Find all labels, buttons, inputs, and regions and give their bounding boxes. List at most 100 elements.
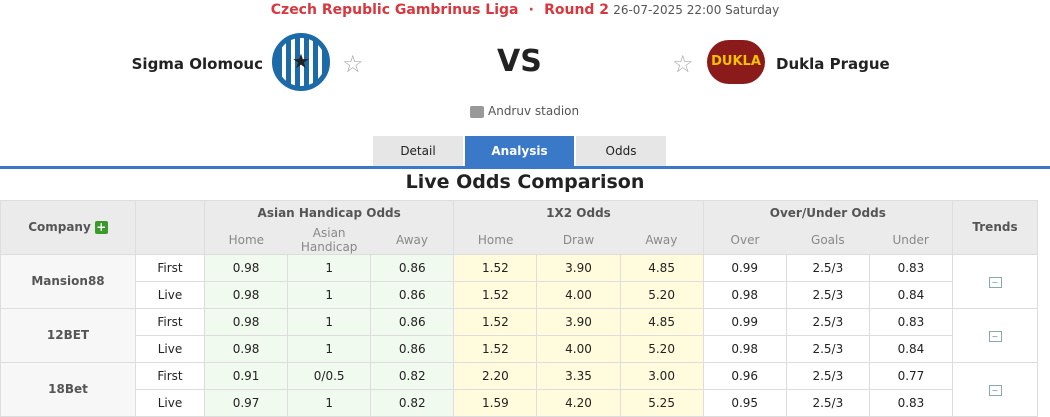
odds-value[interactable]: 0.99 [702, 307, 787, 336]
odds-value[interactable]: 1 [287, 388, 372, 417]
company-header: Company + [0, 200, 136, 255]
trend-chart-icon[interactable]: ~ [988, 331, 1002, 342]
vs-label: VS [497, 44, 542, 79]
tab-analysis[interactable]: Analysis [465, 136, 574, 166]
odds-type: Live [135, 334, 205, 363]
home-team-name[interactable]: Sigma Olomouc [131, 55, 263, 73]
tab-detail[interactable]: Detail [373, 136, 463, 166]
subheader: Under [869, 225, 953, 255]
odds-value[interactable]: 1.52 [453, 253, 538, 282]
odds-value[interactable]: 3.35 [536, 361, 621, 390]
odds-value[interactable]: 0.84 [868, 334, 954, 363]
odds-value[interactable]: 0.98 [702, 334, 787, 363]
odds-value[interactable]: 3.00 [619, 361, 704, 390]
odds-value[interactable]: 5.20 [619, 334, 704, 363]
odds-value[interactable]: 0.96 [702, 361, 787, 390]
trends-header: Trends [952, 200, 1038, 255]
odds-value[interactable]: 1.52 [453, 280, 538, 309]
subheader: Away [370, 225, 454, 255]
table-row: 12BET First 0.98 1 0.86 1.52 3.90 4.85 0.99 2.5/3… [0, 307, 1038, 363]
odds-value[interactable]: 1.52 [453, 307, 538, 336]
odds-value[interactable]: 0.98 [203, 280, 289, 309]
odds-value[interactable]: 3.90 [536, 253, 621, 282]
odds-value[interactable]: 4.85 [619, 307, 704, 336]
away-team-name[interactable]: Dukla Prague [776, 55, 890, 73]
odds-value[interactable]: 0.83 [868, 307, 954, 336]
away-team-logo[interactable]: DUKLA [707, 40, 765, 84]
odds-value[interactable]: 2.5/3 [785, 334, 870, 363]
add-company-plus-icon[interactable]: + [94, 220, 108, 235]
stadium: Andruv stadion [470, 104, 579, 118]
subheader: Draw [536, 225, 621, 255]
stadium-icon [470, 105, 484, 118]
tabs: Detail Analysis Odds [373, 136, 666, 166]
subheader: Home [203, 225, 288, 255]
company-name[interactable]: Mansion88 [0, 253, 136, 309]
odds-value[interactable]: 2.5/3 [785, 361, 870, 390]
odds-value[interactable]: 1 [287, 334, 372, 363]
odds-value[interactable]: 1.52 [453, 334, 538, 363]
odds-value[interactable]: 0.99 [702, 253, 787, 282]
odds-value[interactable]: 0.86 [370, 253, 455, 282]
tab-odds[interactable]: Odds [576, 136, 666, 166]
odds-value[interactable]: 5.25 [619, 388, 704, 417]
odds-value[interactable]: 0.98 [203, 334, 289, 363]
table-row: Live 0.98 1 0.86 1.52 4.00 5.20 0.98 2.5/3 0.84 [1, 280, 1038, 309]
company-name[interactable]: 18Bet [0, 361, 136, 417]
trends-cell: ~ [952, 361, 1038, 417]
odds-value[interactable]: 0.77 [868, 361, 954, 390]
stadium-name: Andruv stadion [488, 104, 580, 118]
odds-value[interactable]: 1.59 [453, 388, 538, 417]
odds-table: Company + Asian Handicap Odds 1X2 Odds Ov… [0, 200, 1038, 417]
odds-value[interactable]: 0.82 [370, 388, 455, 417]
ah-header: Asian Handicap Odds [203, 200, 455, 226]
trends-cell: ~ [952, 307, 1038, 363]
trends-cell: ~ [952, 253, 1038, 309]
odds-value[interactable]: 0.84 [868, 280, 954, 309]
table-row: 18Bet First 0.91 0/0.5 0.82 2.20 3.35 3.00 0.96 2… [0, 361, 1038, 417]
odds-value[interactable]: 0.86 [370, 307, 455, 336]
odds-value[interactable]: 0.83 [868, 253, 954, 282]
odds-value[interactable]: 1 [287, 253, 372, 282]
favorite-home-star-icon[interactable]: ☆ [342, 50, 364, 78]
subheader: Home [453, 225, 537, 255]
round: Round 2 [544, 2, 610, 18]
table-row: Mansion88 First 0.98 1 0.86 1.52 3.90 4.85 0.99 2… [0, 253, 1038, 309]
odds-value[interactable]: 0.86 [370, 280, 455, 309]
odds-value[interactable]: 2.5/3 [785, 388, 870, 417]
odds-value[interactable]: 2.5/3 [785, 307, 870, 336]
odds-value[interactable]: 0.95 [702, 388, 787, 417]
league-name[interactable]: Czech Republic Gambrinus Liga [270, 2, 519, 18]
odds-value[interactable]: 0.91 [203, 361, 289, 390]
home-team-logo[interactable]: ★ [272, 33, 330, 91]
odds-value[interactable]: 3.90 [536, 307, 621, 336]
odds-value[interactable]: 0.83 [868, 388, 954, 417]
ou-header: Over/Under Odds [702, 200, 954, 226]
match-datetime: 26-07-2025 22:00 Saturday [613, 3, 780, 17]
company-name[interactable]: 12BET [0, 307, 136, 363]
odds-value[interactable]: 5.20 [619, 280, 704, 309]
odds-value[interactable]: 2.5/3 [785, 253, 870, 282]
odds-value[interactable]: 0.86 [370, 334, 455, 363]
odds-value[interactable]: 0.97 [203, 388, 289, 417]
odds-value[interactable]: 2.5/3 [785, 280, 870, 309]
odds-value[interactable]: 4.00 [536, 334, 621, 363]
section-title: Live Odds Comparison [405, 171, 645, 193]
subheader: Asian Handicap [287, 225, 371, 255]
odds-value[interactable]: 0.98 [203, 307, 289, 336]
trend-chart-icon[interactable]: ~ [988, 277, 1002, 288]
odds-value[interactable]: 0/0.5 [287, 361, 372, 390]
subheader: Over [702, 225, 787, 255]
odds-value[interactable]: 4.00 [536, 280, 621, 309]
trend-chart-icon[interactable]: ~ [988, 385, 1002, 396]
odds-value[interactable]: 0.98 [203, 253, 289, 282]
odds-value[interactable]: 0.98 [702, 280, 787, 309]
odds-value[interactable]: 2.20 [453, 361, 538, 390]
odds-type: Live [135, 280, 205, 309]
odds-value[interactable]: 1 [287, 280, 372, 309]
favorite-away-star-icon[interactable]: ☆ [672, 50, 694, 78]
odds-value[interactable]: 0.82 [370, 361, 455, 390]
odds-value[interactable]: 4.85 [619, 253, 704, 282]
odds-value[interactable]: 1 [287, 307, 372, 336]
odds-value[interactable]: 4.20 [536, 388, 621, 417]
